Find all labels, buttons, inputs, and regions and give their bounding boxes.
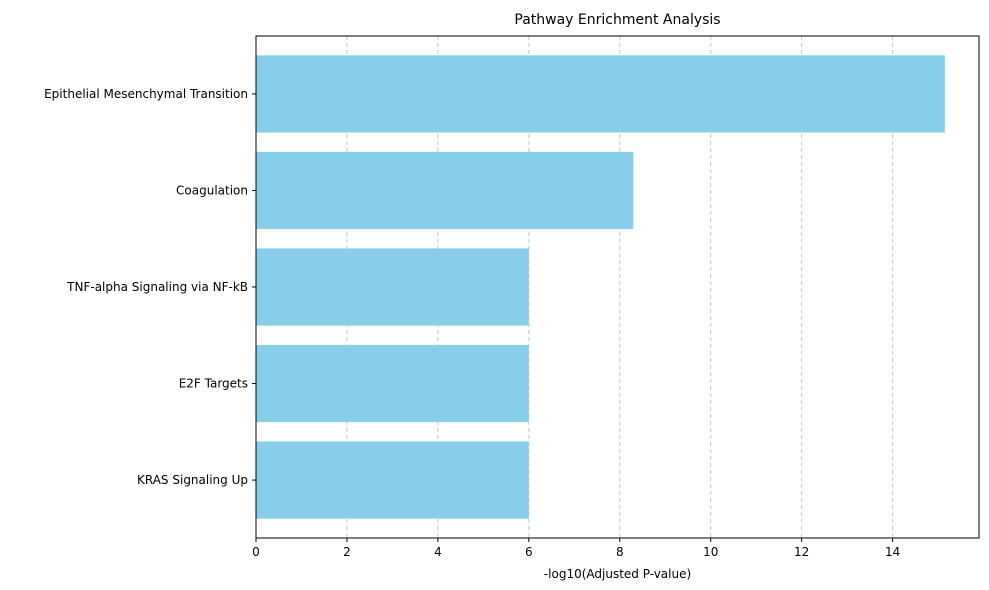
bar: [256, 151, 634, 230]
x-tick-label: 2: [343, 545, 351, 559]
x-tick-label: 10: [703, 545, 718, 559]
bar-layer: [256, 55, 945, 519]
axis-layer: Epithelial Mesenchymal Transition Coagula…: [44, 35, 980, 559]
y-tick-label: Coagulation: [176, 183, 248, 197]
y-tick-label: Epithelial Mesenchymal Transition: [44, 87, 248, 101]
y-tick-label: E2F Targets: [179, 377, 248, 391]
bar: [256, 55, 945, 133]
x-tick-label: 4: [434, 545, 442, 559]
x-tick-label: 0: [252, 545, 260, 559]
x-tick-label: 14: [885, 545, 900, 559]
x-tick-label: 12: [794, 545, 809, 559]
x-axis-label: -log10(Adjusted P-value): [544, 567, 691, 581]
bar: [256, 441, 529, 519]
x-tick-label: 6: [525, 545, 533, 559]
y-tick-label: TNF-alpha Signaling via NF-kB: [66, 280, 248, 294]
bar: [256, 344, 529, 423]
chart-title: Pathway Enrichment Analysis: [514, 12, 720, 28]
plot-frame: [255, 35, 980, 539]
x-tick-label: 8: [616, 545, 624, 559]
y-tick-label: KRAS Signaling Up: [137, 473, 248, 487]
bar: [256, 248, 529, 326]
